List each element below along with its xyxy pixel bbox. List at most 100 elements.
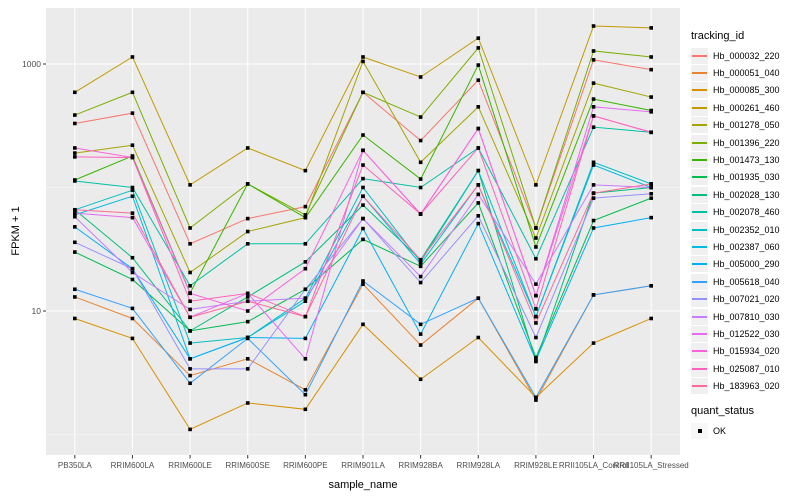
data-point — [534, 236, 538, 240]
data-point — [303, 213, 308, 217]
x-tick-label: RRII105LA_Stressed — [614, 461, 689, 470]
legend-key-line — [692, 159, 707, 162]
data-point — [418, 257, 423, 262]
data-point — [303, 388, 308, 392]
data-point — [476, 192, 481, 197]
data-point — [188, 341, 192, 345]
data-point — [188, 381, 192, 386]
legend-key-swatch — [691, 99, 708, 116]
data-point — [649, 55, 653, 59]
data-point — [73, 207, 77, 212]
legend-key-line — [692, 263, 707, 266]
data-point — [73, 211, 77, 215]
data-point — [245, 182, 250, 186]
legend-key-line — [692, 315, 707, 318]
legend-key-swatch — [691, 117, 708, 134]
data-point — [476, 168, 481, 173]
legend-key-line — [692, 385, 707, 388]
data-point — [476, 221, 481, 226]
data-point — [418, 260, 423, 264]
data-point — [591, 58, 596, 62]
data-point — [188, 329, 192, 333]
data-point — [73, 250, 77, 254]
data-point — [476, 296, 481, 300]
legend-key-swatch — [691, 65, 708, 82]
legend-item-Hb_183963_020: Hb_183963_020 — [691, 377, 799, 395]
legend-item-Hb_001396_220: Hb_001396_220 — [691, 134, 799, 151]
data-point — [591, 81, 596, 85]
x-tick-label: RRIM928BA — [398, 461, 443, 470]
data-point — [73, 113, 77, 117]
data-point — [361, 237, 365, 242]
legend-key-swatch — [691, 169, 708, 186]
data-point — [534, 256, 538, 261]
data-point — [591, 218, 596, 223]
legend-item-label: Hb_002352_010 — [713, 224, 780, 235]
data-point — [188, 315, 192, 320]
x-tick-label: RRIM600PE — [283, 461, 327, 470]
legend-item-label: OK — [713, 425, 727, 436]
data-point — [361, 163, 365, 167]
data-point — [649, 67, 653, 72]
data-point — [188, 242, 192, 246]
legend-title-quant-status: quant_status — [691, 404, 754, 417]
data-point — [130, 255, 135, 260]
legend-item-label: Hb_001278_050 — [713, 120, 780, 131]
legend-item-label: Hb_005000_290 — [713, 259, 780, 270]
legend-key-swatch — [691, 186, 708, 203]
legend-item-Hb_007021_020: Hb_007021_020 — [691, 290, 799, 308]
data-point — [361, 203, 365, 207]
legend-key-line — [692, 350, 707, 353]
data-point — [534, 355, 538, 360]
data-point — [130, 155, 135, 160]
data-point — [418, 177, 423, 181]
data-point — [188, 373, 192, 378]
legend-item-label: Hb_002078_460 — [713, 207, 780, 218]
data-point — [130, 211, 135, 215]
data-point — [303, 266, 308, 271]
legend-key-line — [692, 176, 707, 179]
data-point — [245, 309, 250, 313]
data-point — [418, 274, 423, 279]
legend-item-Hb_005000_290: Hb_005000_290 — [691, 256, 799, 273]
y-tick-label: 1000 — [22, 59, 41, 69]
data-point — [73, 214, 77, 219]
legend-item-label: Hb_000032_220 — [713, 50, 780, 61]
data-point — [476, 213, 481, 218]
data-point — [245, 229, 250, 234]
data-point — [73, 151, 77, 155]
legend-item-label: Hb_001935_030 — [713, 172, 780, 183]
data-point — [188, 283, 192, 288]
data-point — [534, 335, 538, 340]
tracking-id-legend-items: Hb_000032_220 Hb_000051_040 Hb_000085_300 H… — [691, 47, 799, 395]
data-point — [649, 191, 653, 196]
data-point — [130, 111, 135, 115]
data-point — [418, 377, 423, 382]
data-point — [534, 226, 538, 230]
data-point — [591, 49, 596, 53]
data-point — [418, 322, 423, 327]
legend-item-label: Hb_002028_130 — [713, 189, 780, 200]
data-point — [591, 191, 596, 195]
data-point — [130, 55, 135, 59]
x-tick-label: RRIM928LA — [456, 461, 500, 470]
legend-item-label: Hb_183963_020 — [713, 381, 780, 392]
data-point — [73, 146, 77, 150]
legend: tracking_id Hb_000032_220 Hb_000051_040 Hb… — [691, 30, 799, 449]
data-point — [361, 90, 365, 95]
y-axis-title: FPKM + 1 — [10, 206, 22, 256]
legend-item-label: Hb_007021_020 — [713, 294, 780, 305]
data-point — [130, 143, 135, 148]
legend-item-Hb_002028_130: Hb_002028_130 — [691, 186, 799, 203]
data-point — [534, 293, 538, 298]
data-point — [418, 160, 423, 165]
data-point — [130, 185, 135, 190]
legend-item-Hb_000032_220: Hb_000032_220 — [691, 47, 799, 64]
data-point — [591, 293, 596, 297]
data-point — [73, 287, 77, 292]
data-point — [130, 277, 135, 282]
data-point — [534, 307, 538, 311]
legend-key-line — [692, 106, 707, 109]
legend-item-Hb_015934_020: Hb_015934_020 — [691, 343, 799, 360]
